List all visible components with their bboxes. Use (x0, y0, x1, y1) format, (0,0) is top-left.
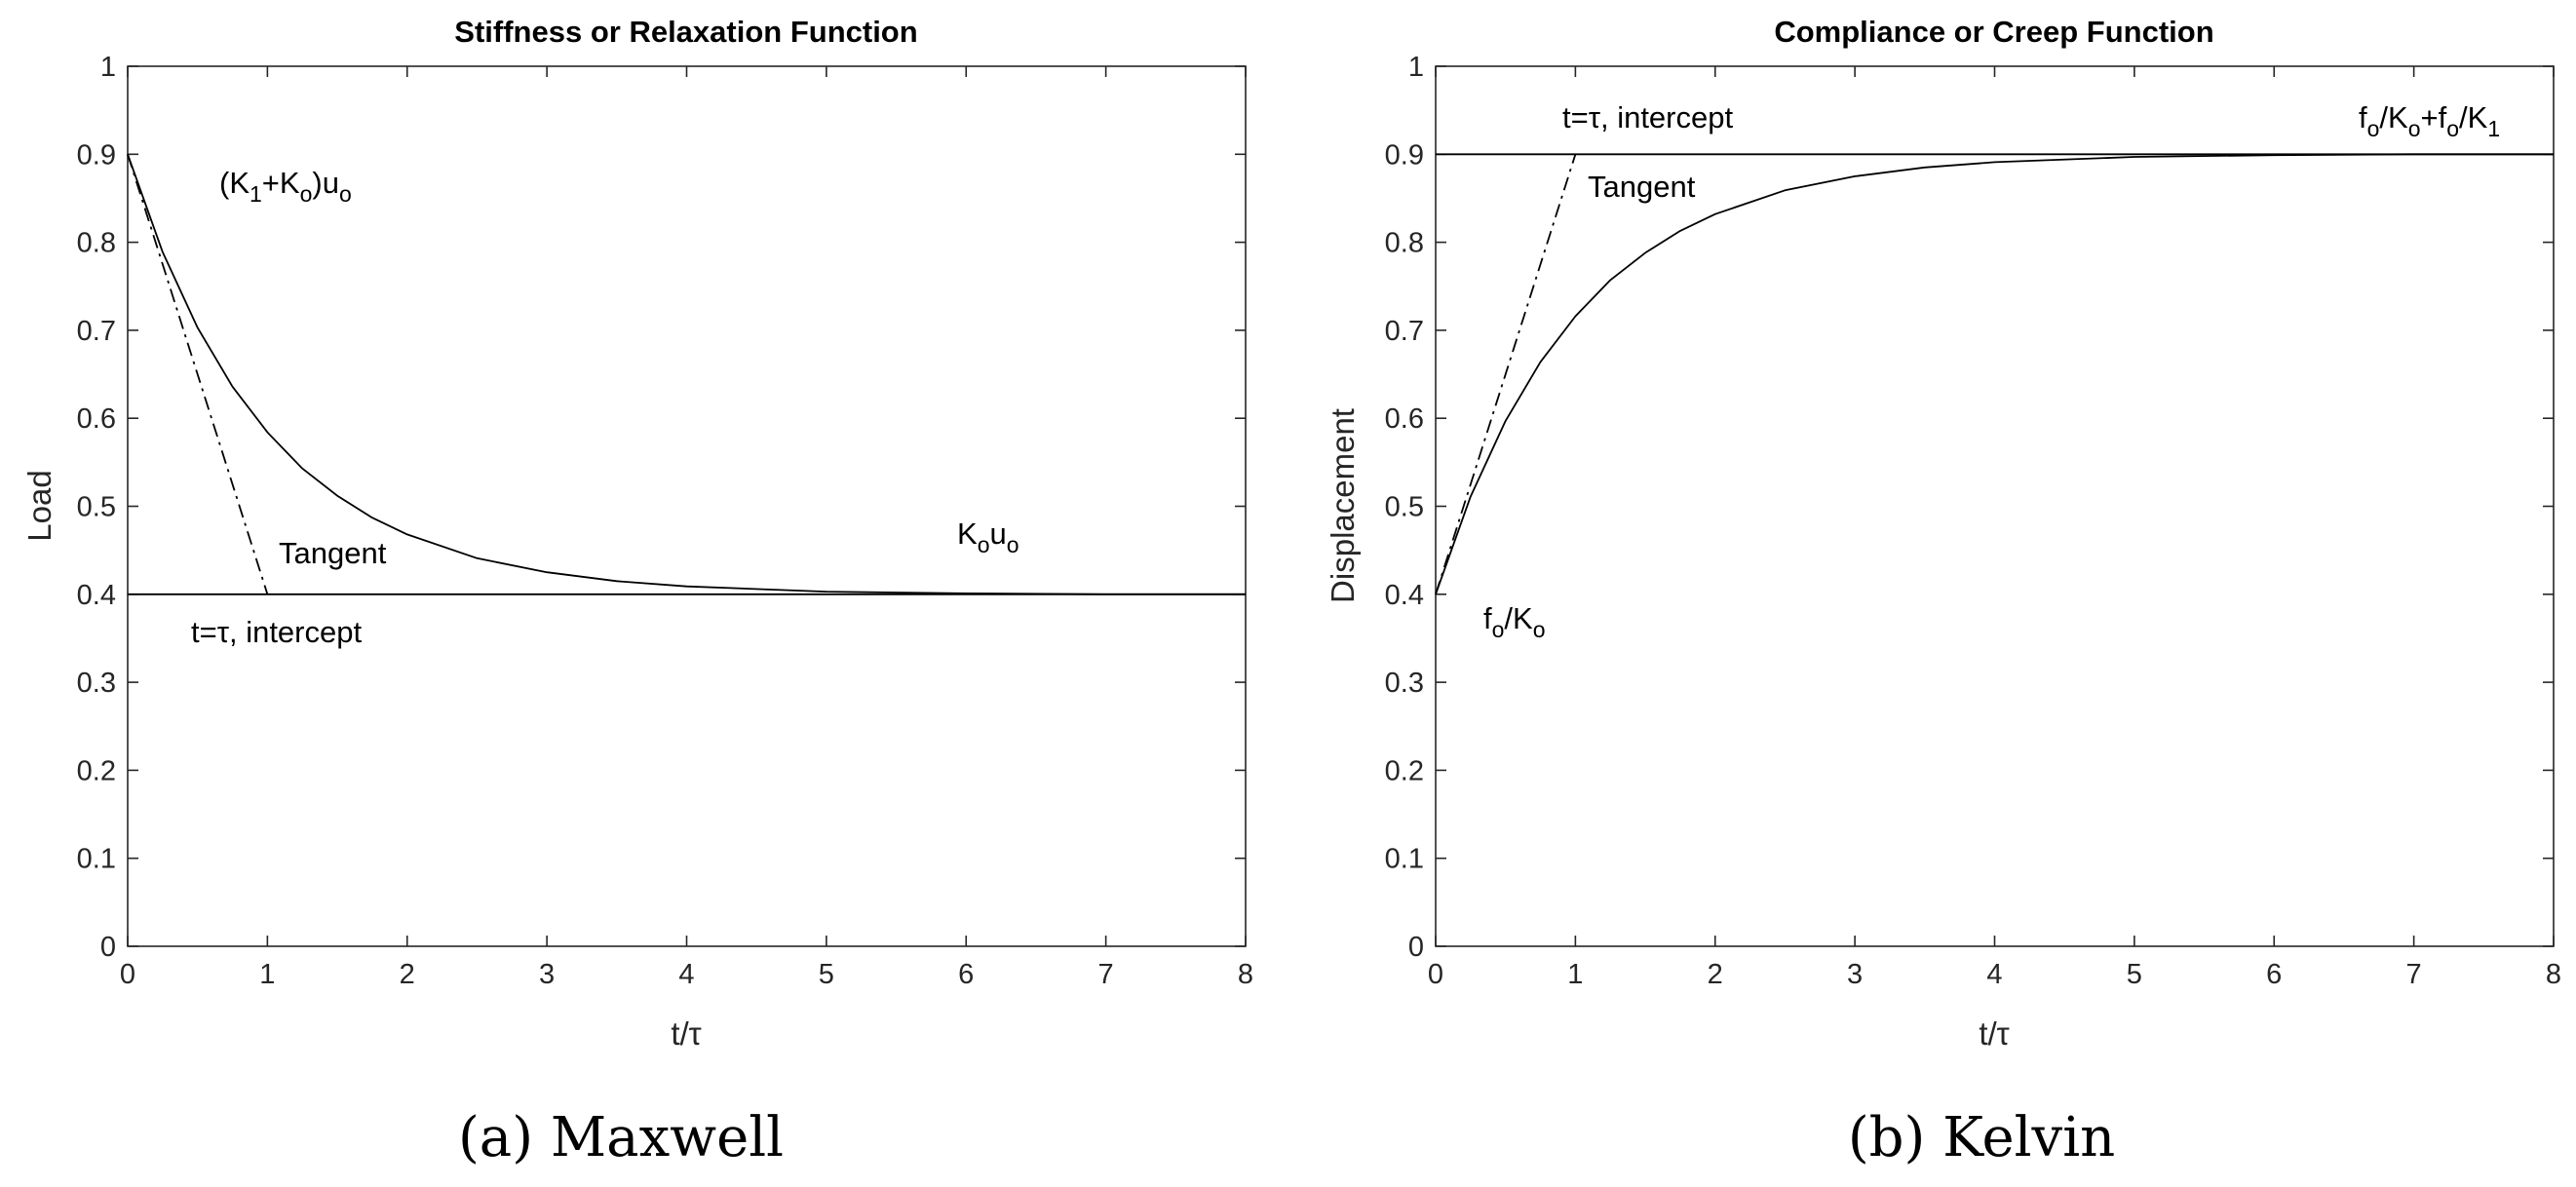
annotation-initial-load: (K1+Ko)uo (219, 166, 352, 207)
chart-title: Compliance or Creep Function (1774, 15, 2213, 49)
x-tick-label: 4 (678, 959, 694, 990)
x-tick-label: 5 (819, 959, 834, 990)
panel-kelvin: Compliance or Creep Function t/τ Displac… (1325, 15, 2561, 1169)
y-tick-label: 0.9 (77, 139, 116, 171)
x-tick-label: 3 (539, 959, 555, 990)
annotation-tangent: Tangent (279, 536, 387, 570)
annotation-final-load: Kouo (957, 517, 1019, 557)
tangent-line (1435, 154, 1577, 595)
y-tick-label: 0 (1408, 932, 1424, 963)
y-tick-label: 0.5 (1385, 492, 1424, 523)
annotation-final-displacement: fo/Ko+fo/K1 (2359, 100, 2500, 141)
y-tick-label: 0.3 (1385, 668, 1424, 699)
y-tick-label: 0.7 (1385, 316, 1424, 347)
panel-maxwell: Stiffness or Relaxation Function t/τ Loa… (21, 15, 1253, 1169)
x-tick-label: 7 (1098, 959, 1114, 990)
y-tick-label: 0.5 (77, 492, 116, 523)
data-series (1435, 153, 2554, 595)
x-tick-label: 6 (2266, 959, 2282, 990)
x-axis-label: t/τ (671, 1015, 701, 1052)
x-tick-label: 2 (400, 959, 415, 990)
tangent-line (127, 154, 269, 595)
x-tick-label: 4 (1986, 959, 2002, 990)
y-tick-label: 1 (1408, 52, 1424, 83)
x-tick-label: 1 (259, 959, 275, 990)
x-tick-label: 8 (2546, 959, 2561, 990)
annotation-tangent: Tangent (1588, 170, 1696, 204)
response-curve (1435, 153, 2554, 595)
x-tick-label: 0 (1428, 959, 1443, 990)
annotation-intercept: t=τ, intercept (1562, 100, 1733, 134)
y-tick-label: 0.7 (77, 316, 116, 347)
y-tick-label: 0.2 (77, 755, 116, 786)
x-tick-label: 7 (2406, 959, 2422, 990)
annotation-initial-displacement: fo/Ko (1483, 601, 1546, 642)
y-axis-label: Load (21, 470, 58, 541)
x-tick-label: 3 (1847, 959, 1863, 990)
axis-ticks: 0 1 2 3 4 5 6 7 8 0 0.1 0.2 0.3 0.4 0.5 0.6 0.7 0.8 0.9 1 (77, 52, 1253, 990)
y-tick-label: 1 (100, 52, 116, 83)
x-tick-label: 6 (958, 959, 974, 990)
y-tick-label: 0.1 (77, 844, 116, 875)
x-axis-label: t/τ (1979, 1015, 2009, 1052)
y-tick-label: 0 (100, 932, 116, 963)
response-curve (127, 153, 1246, 595)
y-tick-label: 0.6 (77, 403, 116, 435)
x-tick-label: 2 (1708, 959, 1723, 990)
y-tick-label: 0.4 (1385, 580, 1424, 611)
caption: (a) Maxwell (458, 1106, 784, 1169)
x-tick-label: 8 (1238, 959, 1253, 990)
y-tick-label: 0.3 (77, 668, 116, 699)
chart-title: Stiffness or Relaxation Function (454, 15, 917, 49)
x-tick-label: 1 (1567, 959, 1583, 990)
annotation-intercept: t=τ, intercept (191, 615, 362, 649)
data-series (127, 153, 1246, 595)
caption: (b) Kelvin (1848, 1106, 2115, 1169)
axis-ticks: 0 1 2 3 4 5 6 7 8 0 0.1 0.2 0.3 0.4 0.5 0.6 0.7 0.8 0.9 1 (1385, 52, 2561, 990)
x-tick-label: 0 (120, 959, 135, 990)
y-axis-label: Displacement (1325, 408, 1361, 603)
y-tick-label: 0.9 (1385, 139, 1424, 171)
y-tick-label: 0.8 (77, 228, 116, 259)
y-tick-label: 0.6 (1385, 403, 1424, 435)
y-tick-label: 0.8 (1385, 228, 1424, 259)
y-tick-label: 0.4 (77, 580, 116, 611)
y-tick-label: 0.2 (1385, 755, 1424, 786)
x-tick-label: 5 (2127, 959, 2142, 990)
y-tick-label: 0.1 (1385, 844, 1424, 875)
